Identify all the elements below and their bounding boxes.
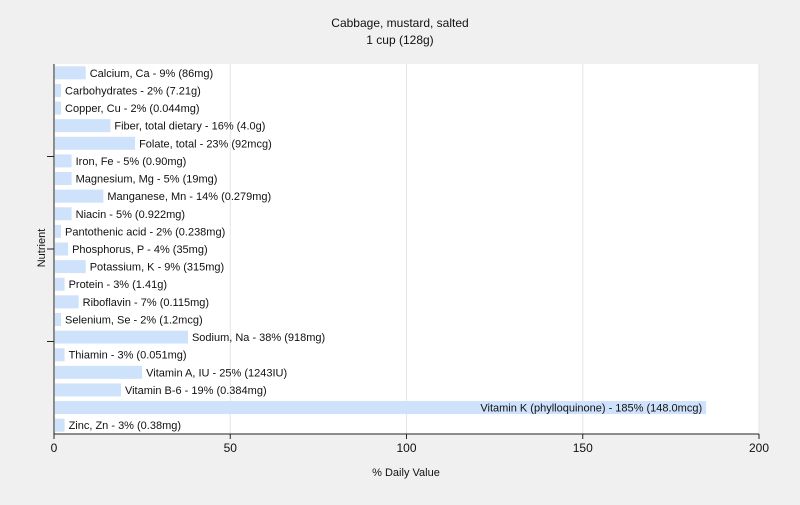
bar: [55, 365, 143, 379]
bar-label: Iron, Fe - 5% (0.90mg): [76, 156, 187, 168]
x-axis-label: % Daily Value: [372, 467, 440, 479]
bar: [55, 401, 707, 415]
bar-label: Sodium, Na - 38% (918mg): [192, 332, 325, 344]
bar-label: Folate, total - 23% (92mcg): [139, 138, 272, 150]
gridlines: [229, 64, 760, 434]
bar-label: Protein - 3% (1.41g): [69, 279, 167, 291]
bar: [55, 83, 62, 97]
bar-label: Fiber, total dietary - 16% (4.0g): [114, 121, 265, 133]
chart-title: Cabbage, mustard, salted: [331, 16, 468, 30]
bar-label: Selenium, Se - 2% (1.2mcg): [65, 314, 203, 326]
bar-label: Zinc, Zn - 3% (0.38mg): [69, 420, 181, 432]
chart-subtitle: 1 cup (128g): [366, 33, 433, 47]
bar: [55, 312, 62, 326]
bar: [55, 260, 86, 274]
bars: Calcium, Ca - 9% (86mg) Carbohydrates - 2…: [55, 66, 707, 432]
bar: [55, 66, 86, 80]
bar: [55, 277, 65, 291]
bar-label: Vitamin B-6 - 19% (0.384mg): [125, 385, 267, 397]
bar-label: Potassium, K - 9% (315mg): [90, 262, 225, 274]
bar: [55, 101, 62, 115]
bar: [55, 224, 62, 238]
bar: [55, 207, 72, 221]
bar: [55, 154, 72, 168]
bar-label: Manganese, Mn - 14% (0.279mg): [107, 191, 271, 203]
bar-label: Carbohydrates - 2% (7.21g): [65, 85, 201, 97]
bar: [55, 383, 121, 397]
x-tick-label: 0: [51, 441, 58, 455]
bar-label: Vitamin A, IU - 25% (1243IU): [146, 367, 287, 379]
bar-label: Pantothenic acid - 2% (0.238mg): [65, 226, 225, 238]
bar: [55, 172, 72, 186]
x-tick-label: 50: [224, 441, 238, 455]
axes: 0 50 100 150 200: [47, 64, 769, 455]
bar-label: Vitamin K (phylloquinone) - 185% (148.0m…: [480, 403, 702, 415]
bar-label: Niacin - 5% (0.922mg): [76, 209, 185, 221]
bar: [55, 242, 69, 256]
bar-label: Calcium, Ca - 9% (86mg): [90, 68, 213, 80]
bar: [55, 189, 104, 203]
bar: [55, 418, 65, 432]
bar: [55, 136, 136, 150]
bar-label: Copper, Cu - 2% (0.044mg): [65, 103, 200, 115]
x-tick-label: 200: [749, 441, 769, 455]
bar: [55, 330, 188, 344]
bar: [55, 348, 65, 362]
x-tick-label: 100: [396, 441, 416, 455]
y-axis-label: Nutrient: [36, 229, 48, 268]
bar-label: Riboflavin - 7% (0.115mg): [83, 297, 209, 309]
bar: [55, 119, 111, 133]
bar-label: Thiamin - 3% (0.051mg): [69, 350, 187, 362]
x-tick-label: 150: [573, 441, 593, 455]
bar-label: Phosphorus, P - 4% (35mg): [72, 244, 208, 256]
bar: [55, 295, 79, 309]
bar-label: Magnesium, Mg - 5% (19mg): [76, 174, 218, 186]
